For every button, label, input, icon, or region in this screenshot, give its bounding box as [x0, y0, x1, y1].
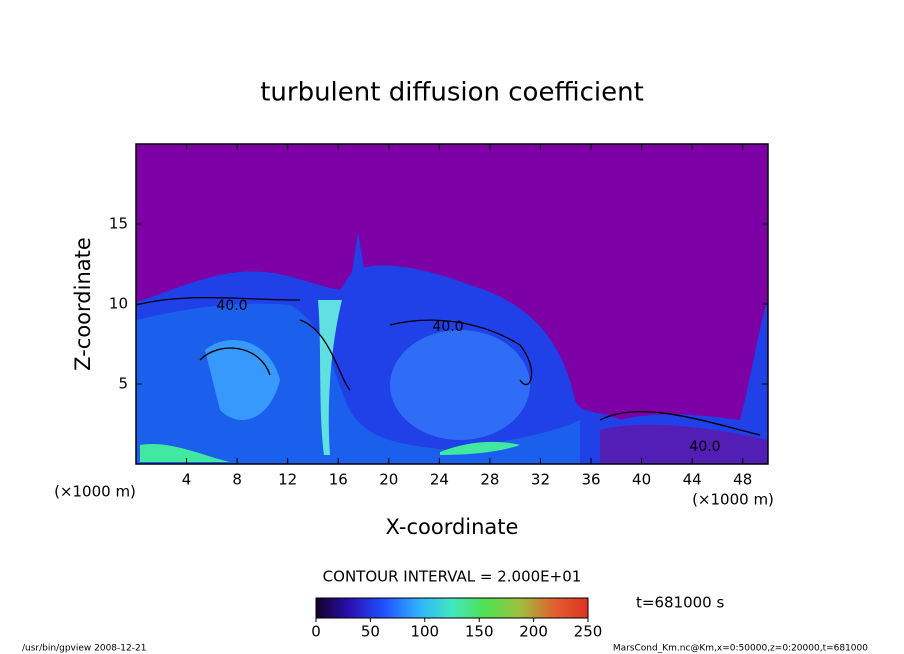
y-axis-label: Z-coordinate	[71, 237, 95, 371]
contour-label: 40.0	[216, 298, 247, 314]
colorbar	[315, 597, 589, 619]
y-tick-label: 5	[118, 375, 128, 393]
x-unit-label: (×1000 m)	[54, 483, 136, 501]
y-tick-label: 15	[109, 215, 128, 233]
y-tick-label: 10	[109, 295, 128, 313]
high-region	[140, 443, 230, 462]
eddy	[390, 330, 530, 440]
footer-right: MarsCond_Km.nc@Km,x=0:50000,z=0:20000,t=…	[613, 644, 868, 654]
contour-interval: CONTOUR INTERVAL = 2.000E+01	[323, 568, 582, 586]
x-tick-label: 28	[480, 471, 499, 489]
x-tick-label: 8	[232, 471, 242, 489]
high-region	[440, 441, 520, 455]
x-tick-label: 12	[278, 471, 297, 489]
x-tick-label: 4	[182, 471, 192, 489]
colorbar-tick-label: 200	[519, 623, 548, 641]
x-axis-label: X-coordinate	[386, 515, 519, 539]
x-unit-label: (×1000 m)	[692, 491, 774, 509]
colorbar-tick-label: 0	[311, 623, 321, 641]
contour-label: 40.0	[689, 439, 720, 455]
colorbar-tick-label: 250	[574, 623, 603, 641]
plume	[318, 300, 342, 455]
x-tick-label: 36	[581, 471, 600, 489]
footer-left: /usr/bin/gpview 2008-12-21	[22, 644, 146, 654]
x-tick-label: 16	[329, 471, 348, 489]
x-tick-label: 20	[379, 471, 398, 489]
time-label: t=681000 s	[636, 594, 724, 612]
x-tick-label: 32	[531, 471, 550, 489]
contour-line	[136, 296, 761, 436]
x-tick-label: 48	[733, 471, 752, 489]
contour-label: 40.0	[432, 319, 463, 335]
colorbar-tick-label: 150	[465, 623, 494, 641]
field	[136, 144, 768, 464]
low-region	[600, 424, 768, 464]
x-tick-label: 40	[632, 471, 651, 489]
x-tick-label: 44	[683, 471, 702, 489]
x-tick-label: 24	[430, 471, 449, 489]
colorbar-tick-label: 100	[410, 623, 439, 641]
chart-title: turbulent diffusion coefficient	[260, 78, 644, 108]
colorbar-tick-label: 50	[361, 623, 380, 641]
